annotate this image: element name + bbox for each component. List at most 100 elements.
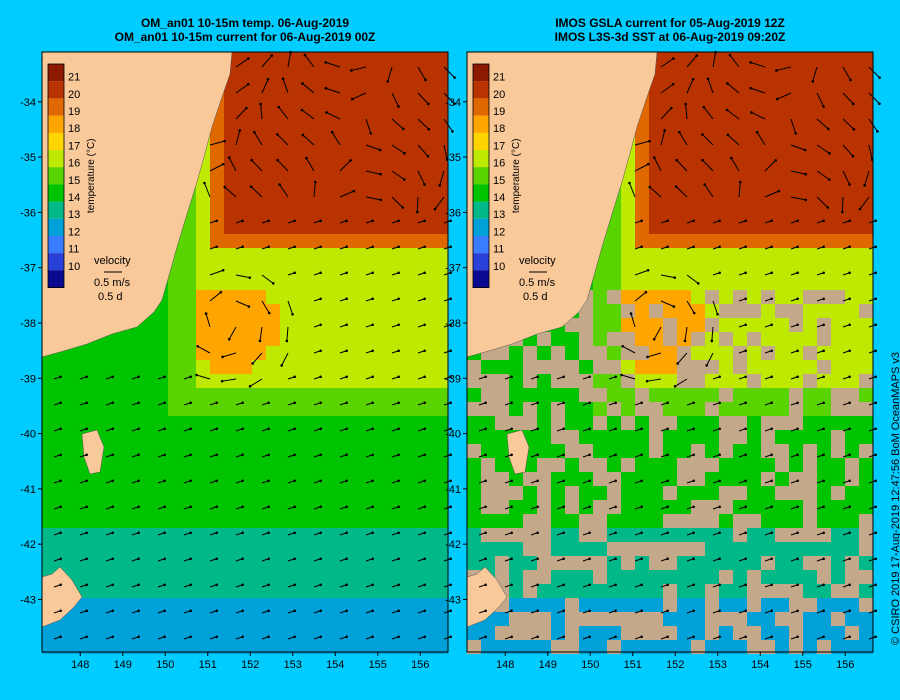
temperature-cell [336, 206, 350, 220]
velocity-arrowhead [666, 219, 669, 223]
velocity-arrowhead [822, 609, 825, 613]
temperature-cell [168, 458, 182, 472]
temperature-cell [761, 150, 775, 164]
temperature-cell [182, 248, 196, 262]
temperature-cell [775, 402, 789, 416]
temperature-cell [420, 346, 434, 360]
temperature-cell [280, 206, 294, 220]
temperature-cell [551, 584, 565, 598]
temperature-cell [691, 388, 705, 402]
temperature-cell [803, 570, 817, 584]
velocity-arrowhead [744, 219, 747, 223]
temperature-cell [392, 346, 406, 360]
temperature-cell [210, 332, 224, 346]
left-title-line2: OM_an01 10-15m current for 06-Aug-2019 0… [114, 30, 376, 44]
temperature-cell [775, 290, 789, 304]
temperature-cell [817, 136, 831, 150]
temperature-cell [350, 416, 364, 430]
temperature-cell [70, 500, 84, 514]
temperature-cell [789, 52, 803, 66]
temperature-cell [266, 80, 280, 94]
temperature-cell [733, 458, 747, 472]
velocity-arrowhead [562, 375, 565, 379]
velocity-arrowhead [692, 557, 695, 561]
temperature-cell [112, 430, 126, 444]
temperature-cell [803, 626, 817, 640]
temperature-cell [42, 416, 56, 430]
temperature-cell [224, 318, 238, 332]
temperature-cell [607, 626, 621, 640]
temperature-cell [635, 570, 649, 584]
temperature-cell [406, 430, 420, 444]
temperature-cell [831, 626, 845, 640]
temperature-cell [434, 360, 448, 374]
temperature-cell [789, 220, 803, 234]
temperature-cell [523, 472, 537, 486]
temperature-cell [677, 136, 691, 150]
credit-text: © CSIRO 2019 17-Aug-2019 12:47:56 BoM Oc… [890, 351, 900, 645]
velocity-arrowhead [822, 105, 825, 108]
temperature-cell [294, 486, 308, 500]
temperature-cell [719, 626, 733, 640]
temperature-cell [663, 388, 677, 402]
temperature-cell [649, 430, 663, 444]
velocity-arrowhead [677, 130, 681, 134]
temperature-cell [719, 248, 733, 262]
temperature-cell [280, 234, 294, 248]
temperature-cell [392, 206, 406, 220]
temperature-cell [803, 150, 817, 164]
temperature-cell [308, 262, 322, 276]
velocity-arrowhead [796, 271, 799, 275]
temperature-cell [537, 612, 551, 626]
temperature-cell [719, 486, 733, 500]
temperature-cell [224, 80, 238, 94]
velocity-arrowhead [874, 297, 877, 301]
temperature-cell [280, 248, 294, 262]
temperature-cell [719, 472, 733, 486]
velocity-arrowhead [706, 77, 710, 81]
temperature-cell [308, 514, 322, 528]
temperature-cell [845, 206, 859, 220]
temperature-cell [719, 66, 733, 80]
temperature-cell [154, 514, 168, 528]
temperature-cell [322, 374, 336, 388]
temperature-cell [537, 584, 551, 598]
lat-tick-label: -41 [445, 484, 461, 496]
temperature-cell [42, 402, 56, 416]
velocity-arrowhead [536, 635, 539, 639]
temperature-cell [495, 430, 509, 444]
temperature-cell [294, 500, 308, 514]
temperature-cell [308, 220, 322, 234]
temperature-cell [378, 500, 392, 514]
temperature-cell [607, 374, 621, 388]
temperature-cell [154, 472, 168, 486]
temperature-cell [845, 192, 859, 206]
temperature-cell [336, 290, 350, 304]
temperature-cell [593, 612, 607, 626]
temperature-cell [266, 262, 280, 276]
temperature-cell [635, 150, 649, 164]
temperature-cell [378, 150, 392, 164]
temperature-cell [420, 318, 434, 332]
velocity-arrowhead [874, 271, 877, 275]
velocity-arrowhead [744, 453, 747, 457]
temperature-cell [294, 290, 308, 304]
velocity-arrowhead [848, 531, 851, 535]
temperature-cell [140, 444, 154, 458]
temperature-cell [705, 108, 719, 122]
colorbar-segment [473, 218, 489, 236]
temperature-cell [308, 290, 322, 304]
temperature-cell [224, 290, 238, 304]
temperature-cell [434, 318, 448, 332]
temperature-cell [266, 346, 280, 360]
velocity-arrowhead [562, 583, 565, 587]
temperature-cell [859, 570, 873, 584]
temperature-cell [322, 234, 336, 248]
velocity-arrowhead [672, 305, 676, 308]
velocity-arrowhead [663, 129, 667, 132]
temperature-cell [434, 66, 448, 80]
temperature-cell [523, 528, 537, 542]
velocity-arrowhead [804, 172, 807, 176]
temperature-cell [308, 318, 322, 332]
